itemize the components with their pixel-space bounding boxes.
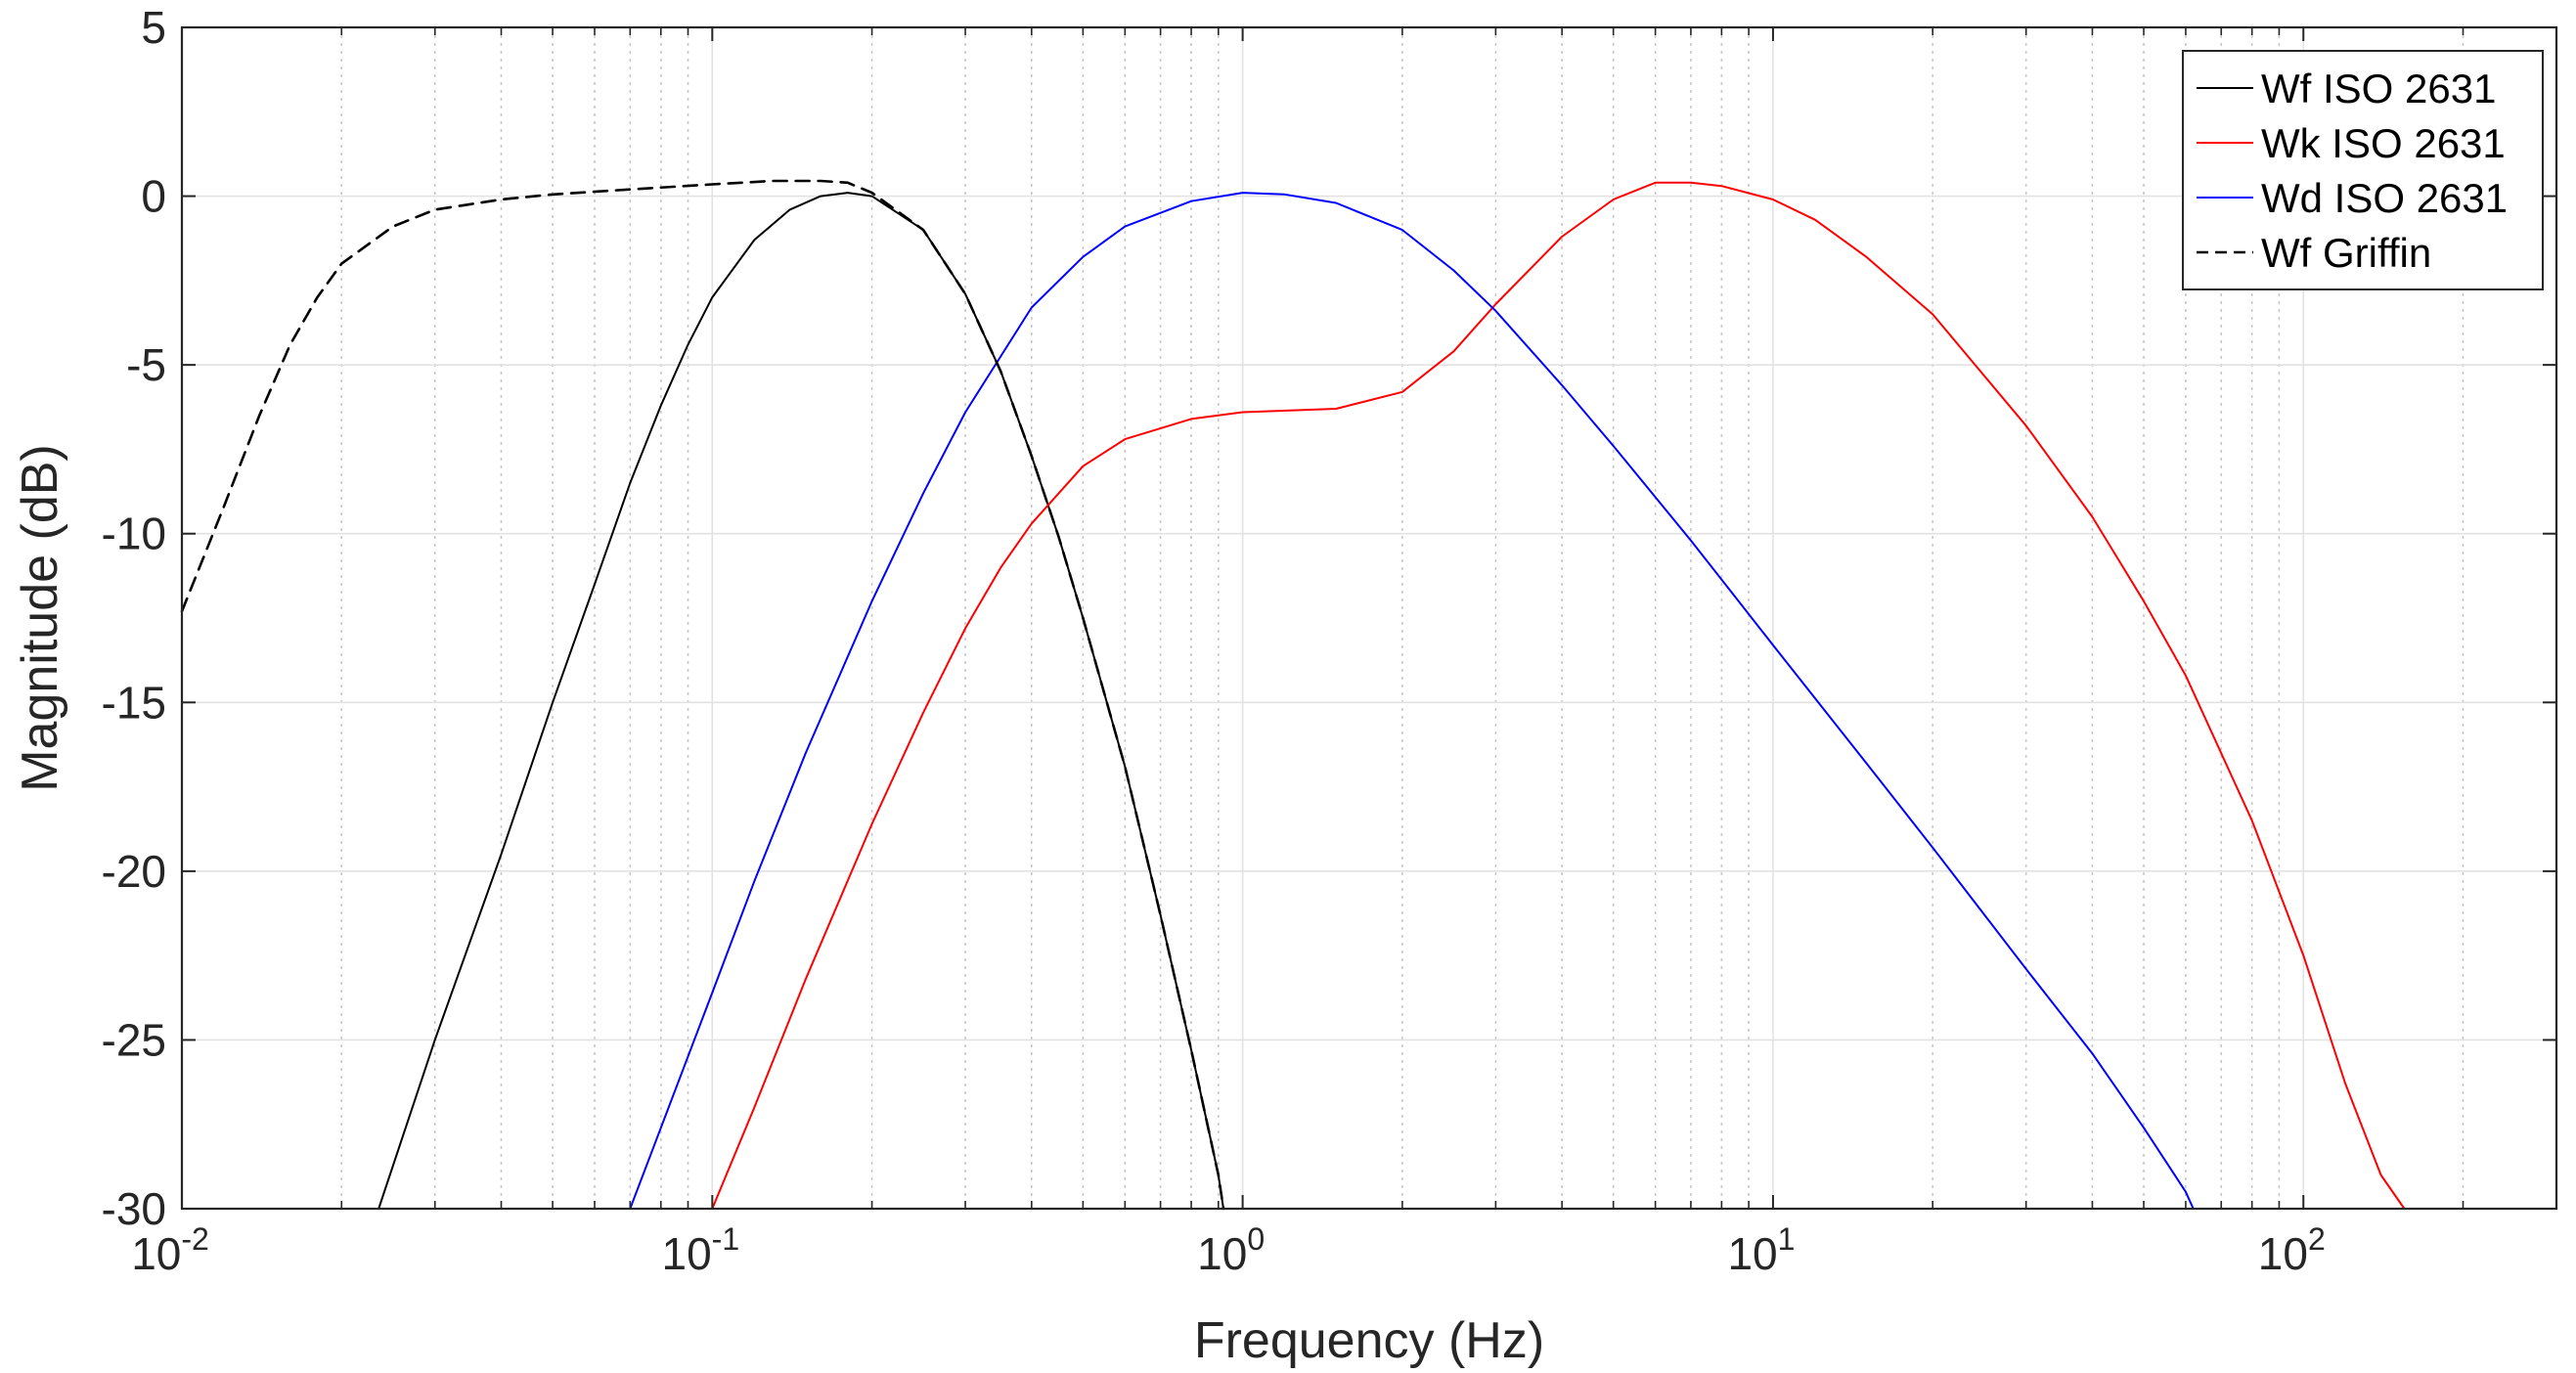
x-tick-label: 10-1 [662,1221,740,1279]
series-line-2 [711,181,2406,1210]
y-tick-label: 0 [141,171,166,222]
axes-box [180,25,2558,1211]
x-tick-label: 100 [1197,1221,1265,1279]
legend-label: Wf ISO 2631 [2261,66,2496,111]
x-tick-label: 10-2 [131,1221,209,1279]
legend: Wf ISO 2631 Wk ISO 2631 Wd ISO 2631 Wf Grif… [2182,50,2544,290]
legend-label: Wk ISO 2631 [2261,120,2506,166]
legend-label: Wf Griffin [2261,230,2431,276]
y-axis-label: Magnitude (dB) [12,444,68,792]
series-line-1 [378,192,1224,1210]
plot-series [180,179,2406,1211]
legend-label: Wd ISO 2631 [2261,175,2508,221]
axes: -30 -25 -20 -15 -10 -5 0 5 10-2 10-1 100 101 102 [102,2,2558,1279]
y-tick-label: -10 [102,509,166,559]
y-tick-label: -5 [126,339,166,390]
x-tick-label: 101 [1727,1221,1795,1279]
series-line-4 [180,179,1225,1211]
x-axis-label: Frequency (Hz) [1194,1312,1544,1369]
y-tick-label: -30 [102,1183,166,1234]
y-tick-label: -20 [102,846,166,897]
y-tick-label: 5 [141,2,166,53]
x-tick-label: 102 [2258,1221,2326,1279]
series-line-3 [629,192,2195,1210]
y-tick-label: -25 [102,1014,166,1065]
y-tick-label: -15 [102,677,166,728]
legend-box [2182,50,2544,290]
